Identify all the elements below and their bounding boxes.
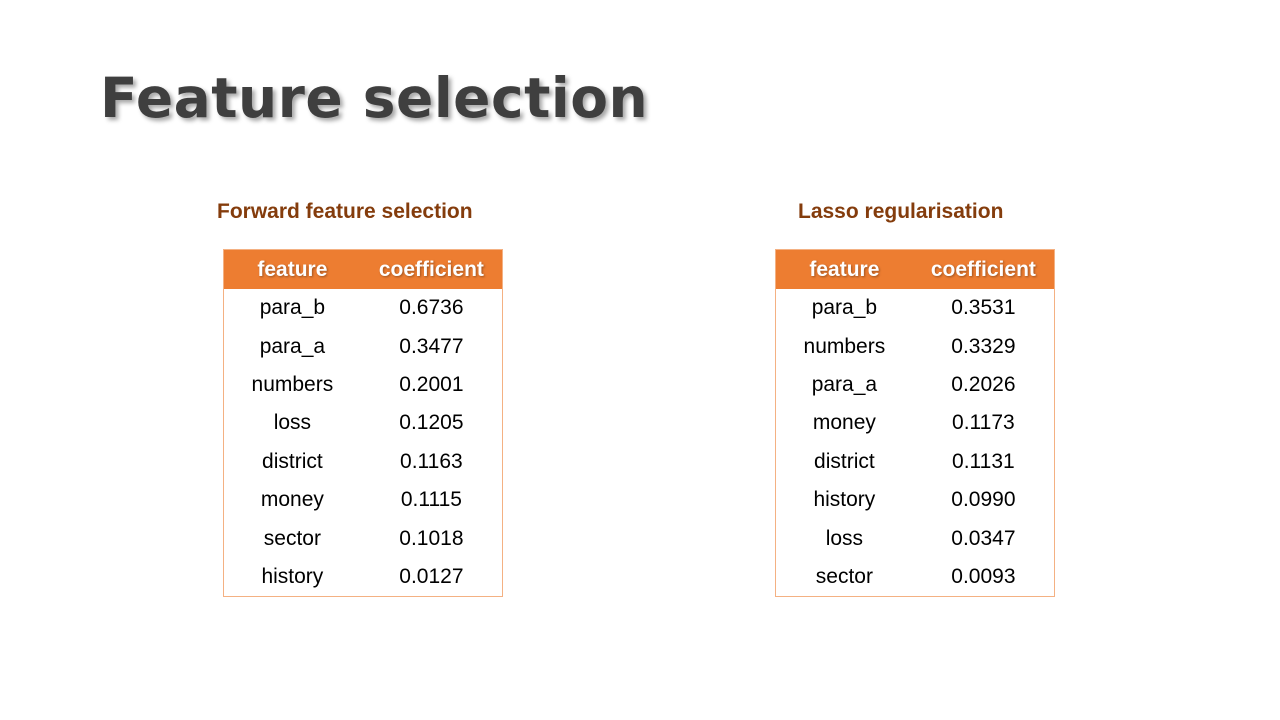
column-header-coefficient: coefficient	[360, 249, 503, 289]
feature-cell: numbers	[223, 365, 361, 405]
column-header-feature: feature	[223, 249, 361, 289]
table-row: money 0.1115	[223, 480, 503, 520]
coefficient-cell: 0.6736	[360, 289, 503, 328]
lasso-table: feature coefficient para_b 0.3531 numbers 0…	[775, 249, 1055, 598]
coefficient-cell: 0.1131	[912, 442, 1055, 481]
table-row: para_b 0.6736	[223, 289, 503, 328]
feature-cell: loss	[775, 519, 913, 558]
table-row: numbers 0.2001	[223, 365, 503, 405]
feature-cell: sector	[775, 557, 913, 597]
coefficient-cell: 0.1205	[360, 404, 503, 443]
coefficient-cell: 0.0347	[912, 519, 1055, 558]
forward-selection-heading: Forward feature selection	[217, 200, 473, 223]
table-row: sector 0.0093	[775, 557, 1055, 597]
forward-selection-table: feature coefficient para_b 0.6736 para_a 0.…	[223, 249, 503, 598]
coefficient-cell: 0.1018	[360, 519, 503, 558]
coefficient-cell: 0.0093	[912, 557, 1055, 597]
feature-cell: district	[223, 442, 361, 481]
table-row: history 0.0127	[223, 557, 503, 597]
table-row: district 0.1131	[775, 442, 1055, 481]
feature-cell: money	[223, 480, 361, 520]
feature-cell: para_b	[775, 289, 913, 328]
feature-cell: loss	[223, 404, 361, 443]
table-header-row: feature coefficient	[223, 249, 503, 289]
table-row: numbers 0.3329	[775, 327, 1055, 366]
table-row: history 0.0990	[775, 480, 1055, 520]
feature-cell: para_b	[223, 289, 361, 328]
table-header-row: feature coefficient	[775, 249, 1055, 289]
table-row: para_a 0.2026	[775, 365, 1055, 405]
column-header-coefficient: coefficient	[912, 249, 1055, 289]
coefficient-cell: 0.0990	[912, 480, 1055, 520]
column-header-feature: feature	[775, 249, 913, 289]
table-row: money 0.1173	[775, 404, 1055, 443]
table-row: loss 0.0347	[775, 519, 1055, 558]
table-row: loss 0.1205	[223, 404, 503, 443]
coefficient-cell: 0.1173	[912, 404, 1055, 443]
coefficient-cell: 0.3477	[360, 327, 503, 366]
coefficient-cell: 0.1115	[360, 480, 503, 520]
coefficient-cell: 0.3531	[912, 289, 1055, 328]
slide-title: Feature selection	[100, 66, 649, 130]
feature-cell: history	[223, 557, 361, 597]
coefficient-cell: 0.0127	[360, 557, 503, 597]
table-row: para_b 0.3531	[775, 289, 1055, 328]
feature-cell: para_a	[223, 327, 361, 366]
table-row: sector 0.1018	[223, 519, 503, 558]
coefficient-cell: 0.2001	[360, 365, 503, 405]
table-row: district 0.1163	[223, 442, 503, 481]
feature-cell: sector	[223, 519, 361, 558]
coefficient-cell: 0.2026	[912, 365, 1055, 405]
feature-cell: money	[775, 404, 913, 443]
feature-cell: para_a	[775, 365, 913, 405]
table-row: para_a 0.3477	[223, 327, 503, 366]
table-body: para_b 0.3531 numbers 0.3329 para_a 0.2026 mon…	[775, 289, 1055, 597]
table-body: para_b 0.6736 para_a 0.3477 numbers 0.2001 los…	[223, 289, 503, 597]
coefficient-cell: 0.3329	[912, 327, 1055, 366]
feature-cell: district	[775, 442, 913, 481]
coefficient-cell: 0.1163	[360, 442, 503, 481]
feature-cell: numbers	[775, 327, 913, 366]
lasso-heading: Lasso regularisation	[798, 200, 1004, 223]
feature-cell: history	[775, 480, 913, 520]
